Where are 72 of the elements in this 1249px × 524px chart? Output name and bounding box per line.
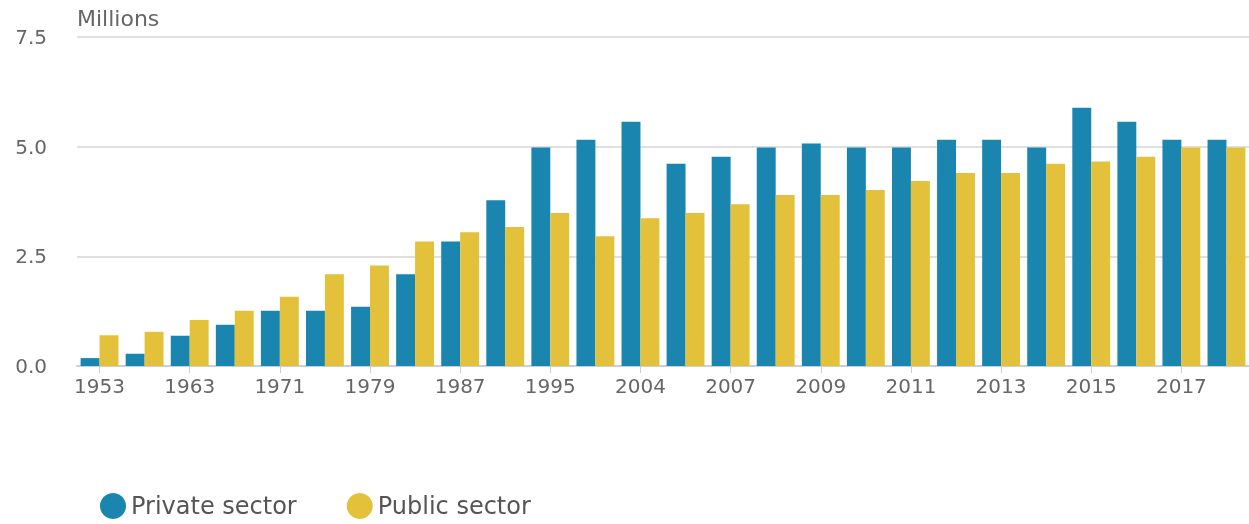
bar — [215, 324, 235, 366]
bar — [820, 194, 840, 366]
y-tick-label: 5.0 — [15, 134, 47, 159]
x-tick-label: 2004 — [615, 374, 666, 398]
bar — [711, 156, 731, 366]
bar — [1226, 147, 1246, 366]
bar — [324, 274, 344, 366]
bar — [891, 147, 911, 366]
x-tick-label: 1979 — [344, 374, 396, 398]
bar — [550, 212, 570, 366]
bar — [441, 241, 461, 366]
x-tick-label: 1963 — [164, 374, 216, 398]
bar — [1136, 156, 1156, 366]
legend-label: Public sector — [377, 492, 531, 520]
x-tick-label: 1987 — [434, 374, 486, 398]
bar — [279, 296, 299, 366]
bar — [531, 147, 551, 366]
x-tick-label: 2009 — [795, 374, 847, 398]
x-tick-label: 2013 — [975, 374, 1027, 398]
bar — [982, 139, 1002, 366]
bar — [865, 190, 885, 366]
bar — [189, 319, 209, 366]
bar — [595, 236, 615, 366]
x-tick-label: 1953 — [74, 374, 125, 398]
bar — [144, 331, 164, 366]
bar — [370, 265, 389, 366]
bar — [640, 218, 660, 366]
bar — [415, 241, 435, 366]
y-tick-label: 2.5 — [15, 244, 47, 269]
bar — [685, 212, 705, 366]
bar — [1001, 172, 1021, 366]
bar — [756, 147, 776, 366]
bar — [1162, 139, 1182, 366]
bar — [846, 147, 866, 366]
x-tick-label: 2007 — [705, 374, 757, 398]
bar — [505, 226, 525, 366]
legend-label: Private sector — [131, 492, 297, 520]
bar — [1181, 147, 1201, 366]
bar — [1046, 163, 1066, 366]
bar — [1207, 139, 1227, 366]
bar — [576, 139, 596, 366]
bar — [775, 194, 795, 366]
bar — [80, 358, 100, 366]
x-tick-label: 2015 — [1065, 374, 1117, 398]
bar — [937, 139, 956, 366]
bar — [396, 274, 416, 366]
bar — [234, 310, 254, 366]
bar — [910, 180, 930, 366]
bar — [666, 163, 686, 366]
y-tick-label: 0.0 — [15, 354, 47, 378]
bar — [730, 204, 750, 366]
bar — [125, 353, 145, 366]
bar — [1091, 161, 1111, 366]
bar — [305, 310, 325, 366]
bar — [1072, 107, 1092, 366]
x-tick-label: 1995 — [524, 374, 576, 398]
y-axis-title: Millions — [77, 5, 160, 31]
y-tick-label: 7.5 — [15, 25, 47, 49]
bar — [460, 232, 480, 366]
bar — [486, 200, 506, 366]
bar — [1027, 147, 1047, 366]
x-tick-label: 2017 — [1155, 374, 1207, 398]
bar — [351, 306, 370, 366]
x-tick-label: 1971 — [254, 374, 306, 398]
x-tick-label: 2011 — [885, 374, 937, 398]
bar — [260, 310, 280, 366]
bar — [801, 143, 821, 366]
bar — [956, 172, 975, 366]
bar — [621, 121, 641, 366]
bar — [170, 335, 190, 366]
bar — [99, 335, 119, 366]
bar — [1117, 121, 1137, 366]
